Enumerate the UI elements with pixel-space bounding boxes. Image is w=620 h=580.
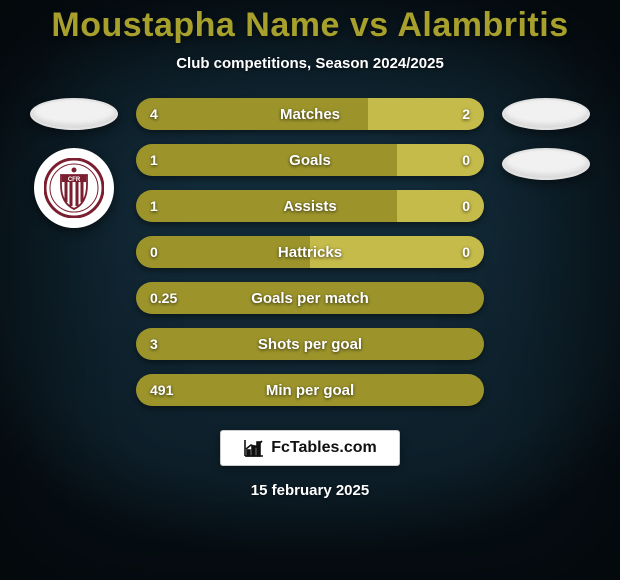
stat-left-segment [136,98,368,130]
player-right-ellipse-2 [502,148,590,180]
stat-left-segment [136,328,484,360]
subtitle: Club competitions, Season 2024/2025 [176,55,444,72]
stat-row: Min per goal491 [136,374,484,406]
stat-left-segment [136,190,397,222]
player-right-ellipse-1 [502,98,590,130]
container: Moustapha Name vs Alambritis Club compet… [0,0,620,580]
stat-right-segment [397,190,484,222]
stat-right-segment [368,98,484,130]
middle-row: CFR Matches42 Goals10 Assists10 Hattricks00… [0,98,620,406]
date-label: 15 february 2025 [251,482,369,499]
player-left-ellipse [30,98,118,130]
chart-icon [243,438,265,458]
stat-row: Hattricks00 [136,236,484,268]
stat-left-segment [136,144,397,176]
page-title: Moustapha Name vs Alambritis [51,6,568,45]
club-badge-left: CFR [34,148,114,228]
stat-row: Assists10 [136,190,484,222]
stat-left-segment [136,236,310,268]
left-side-column: CFR [28,98,120,228]
stat-left-segment [136,374,484,406]
brand-label: FcTables.com [271,439,377,457]
stat-row: Shots per goal3 [136,328,484,360]
club-shield-icon: CFR [44,158,104,218]
right-side-column [500,98,592,180]
stat-right-segment [397,144,484,176]
stat-row: Matches42 [136,98,484,130]
brand-badge: FcTables.com [220,430,400,466]
stat-right-segment [310,236,484,268]
stat-bars: Matches42 Goals10 Assists10 Hattricks00 Goal… [136,98,484,406]
stat-row: Goals per match0.25 [136,282,484,314]
svg-text:CFR: CFR [68,177,81,183]
stat-left-segment [136,282,484,314]
stat-row: Goals10 [136,144,484,176]
